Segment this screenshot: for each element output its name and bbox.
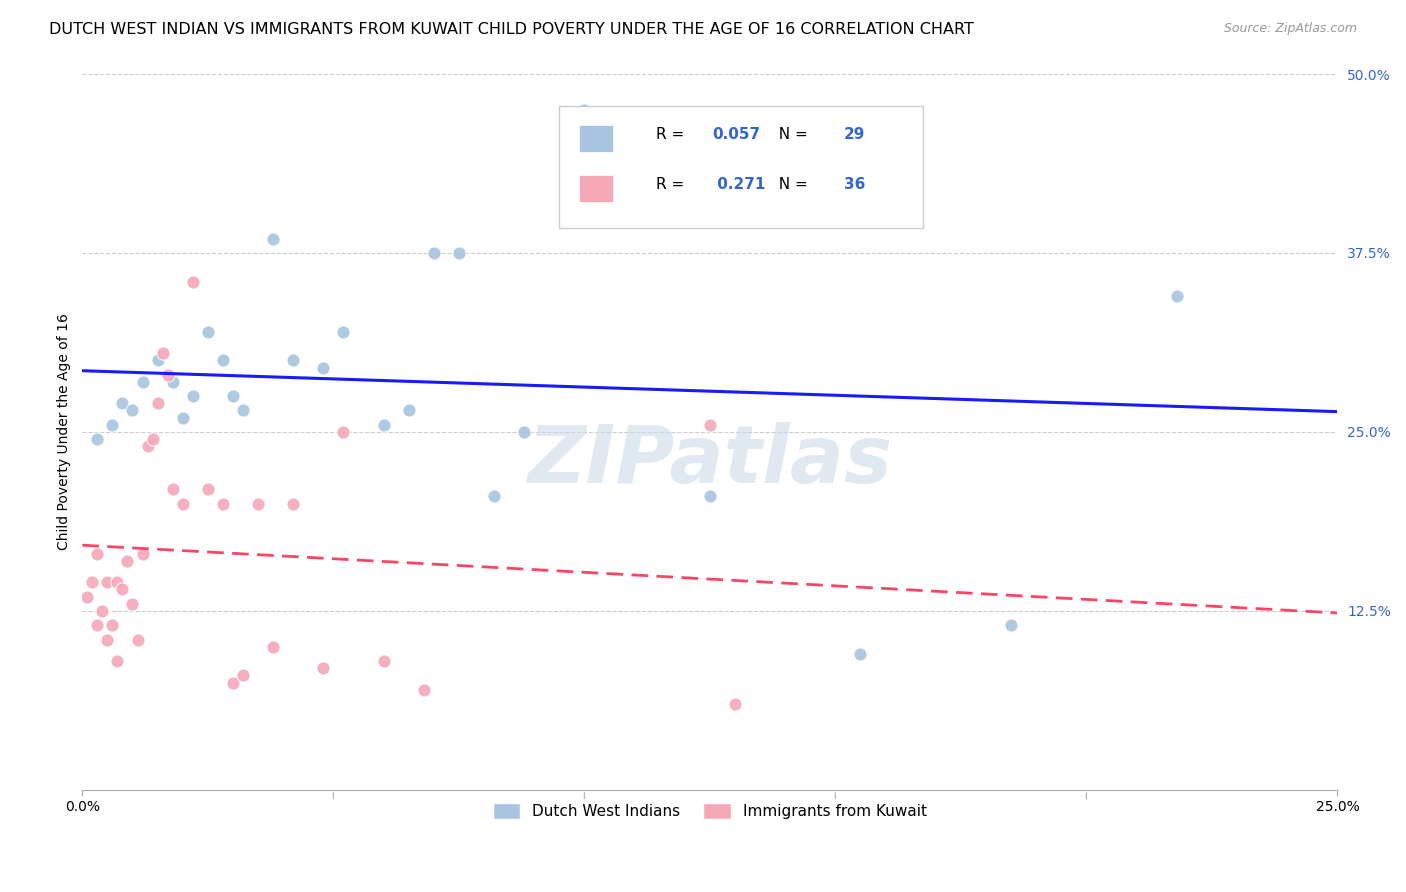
Point	[146, 396, 169, 410]
Point	[312, 360, 335, 375]
Point	[111, 396, 134, 410]
Point	[373, 654, 395, 668]
Point	[447, 246, 470, 260]
Point	[281, 353, 304, 368]
Text: 29: 29	[844, 128, 866, 143]
Point	[82, 575, 104, 590]
Point	[281, 497, 304, 511]
Point	[262, 232, 284, 246]
Point	[482, 489, 505, 503]
Text: R =: R =	[655, 128, 689, 143]
Text: Source: ZipAtlas.com: Source: ZipAtlas.com	[1223, 22, 1357, 36]
Point	[900, 174, 922, 188]
Point	[412, 682, 434, 697]
Point	[232, 403, 254, 417]
Point	[262, 640, 284, 654]
Point	[146, 353, 169, 368]
FancyBboxPatch shape	[579, 176, 613, 202]
Point	[131, 547, 153, 561]
Point	[699, 489, 721, 503]
Point	[724, 697, 747, 711]
Text: DUTCH WEST INDIAN VS IMMIGRANTS FROM KUWAIT CHILD POVERTY UNDER THE AGE OF 16 CO: DUTCH WEST INDIAN VS IMMIGRANTS FROM KUW…	[49, 22, 974, 37]
Point	[1166, 289, 1188, 303]
Point	[91, 604, 114, 618]
Point	[197, 325, 219, 339]
Point	[96, 632, 118, 647]
Point	[332, 425, 354, 439]
FancyBboxPatch shape	[579, 125, 613, 152]
Point	[101, 618, 124, 632]
Text: 36: 36	[844, 178, 866, 193]
Point	[222, 389, 245, 403]
FancyBboxPatch shape	[560, 106, 924, 228]
Point	[86, 547, 108, 561]
Legend: Dutch West Indians, Immigrants from Kuwait: Dutch West Indians, Immigrants from Kuwa…	[486, 797, 934, 825]
Text: N =: N =	[769, 178, 813, 193]
Point	[172, 497, 194, 511]
Point	[849, 647, 872, 661]
Point	[1000, 618, 1022, 632]
Point	[142, 432, 165, 446]
Point	[162, 482, 184, 496]
Point	[232, 668, 254, 682]
Point	[212, 353, 235, 368]
Text: ZIPatlas: ZIPatlas	[527, 422, 893, 500]
Text: 0.057: 0.057	[713, 128, 761, 143]
Text: N =: N =	[769, 128, 813, 143]
Point	[111, 582, 134, 597]
Point	[156, 368, 179, 382]
Point	[699, 417, 721, 432]
Point	[86, 432, 108, 446]
Point	[212, 497, 235, 511]
Text: 0.271: 0.271	[713, 178, 766, 193]
Point	[121, 597, 143, 611]
Point	[152, 346, 174, 360]
Point	[398, 403, 420, 417]
Point	[332, 325, 354, 339]
Point	[162, 375, 184, 389]
Y-axis label: Child Poverty Under the Age of 16: Child Poverty Under the Age of 16	[58, 313, 72, 550]
Point	[131, 375, 153, 389]
Point	[127, 632, 149, 647]
Point	[172, 410, 194, 425]
Point	[373, 417, 395, 432]
Point	[121, 403, 143, 417]
Point	[86, 618, 108, 632]
Point	[117, 554, 139, 568]
Point	[312, 661, 335, 675]
Point	[197, 482, 219, 496]
Point	[96, 575, 118, 590]
Point	[513, 425, 536, 439]
Point	[181, 275, 204, 289]
Point	[136, 439, 159, 453]
Point	[107, 575, 129, 590]
Point	[574, 103, 596, 117]
Point	[107, 654, 129, 668]
Point	[422, 246, 444, 260]
Point	[76, 590, 98, 604]
Point	[101, 417, 124, 432]
Text: R =: R =	[655, 178, 689, 193]
Point	[222, 675, 245, 690]
Point	[247, 497, 270, 511]
Point	[181, 389, 204, 403]
